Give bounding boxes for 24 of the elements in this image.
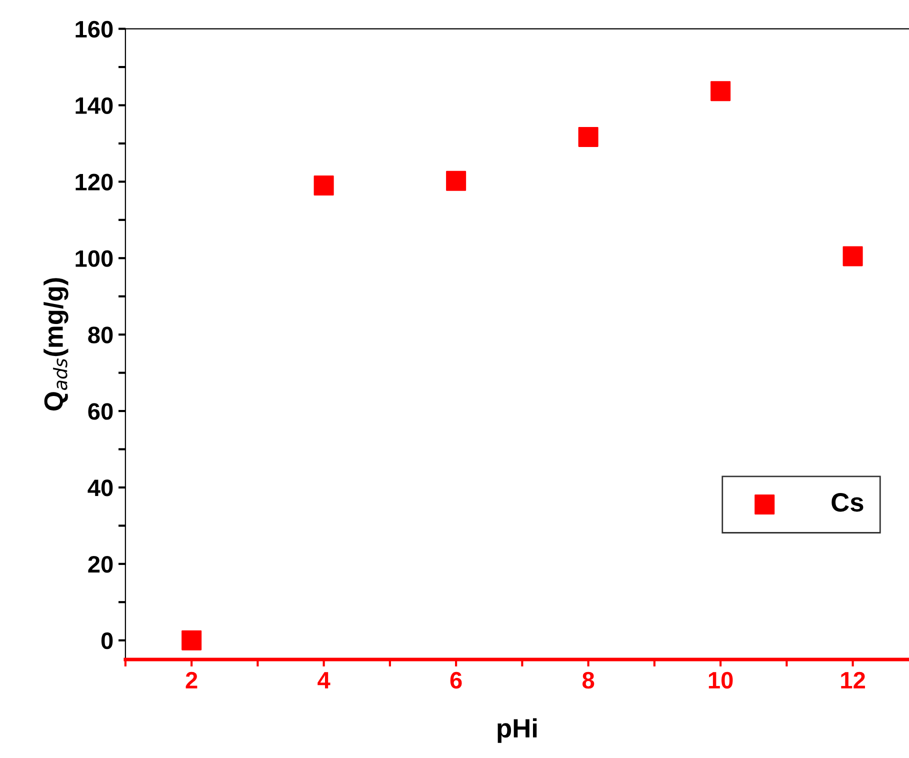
x-tick-label: 4 <box>318 672 330 688</box>
y-axis-title: Q$_{ads}$(mg/g) <box>44 278 68 410</box>
x-tick-label: 8 <box>582 672 594 689</box>
y-tick-label: 140 <box>76 97 113 114</box>
x-axis-title: pHi <box>498 718 537 743</box>
point <box>578 126 598 147</box>
y-tick-label: 40 <box>88 480 113 496</box>
y-tick-label: 60 <box>88 403 113 420</box>
y-tick-label: 160 <box>76 20 113 38</box>
y-tick-label: 120 <box>76 174 113 190</box>
point <box>710 81 731 102</box>
point <box>182 630 202 650</box>
y-tick-label: 80 <box>88 326 113 344</box>
x-tick-label: 12 <box>841 672 865 688</box>
point <box>842 246 863 266</box>
legend-label: Cs <box>832 493 864 512</box>
y-tick-label: 0 <box>101 632 113 650</box>
y-tick-label: 20 <box>88 556 113 573</box>
x-tick-label: 2 <box>186 672 198 688</box>
point <box>314 176 334 196</box>
x-tick-label: 6 <box>450 672 462 689</box>
point <box>446 170 466 191</box>
x-tick-label: 10 <box>708 672 733 689</box>
y-tick-label: 100 <box>76 250 113 267</box>
